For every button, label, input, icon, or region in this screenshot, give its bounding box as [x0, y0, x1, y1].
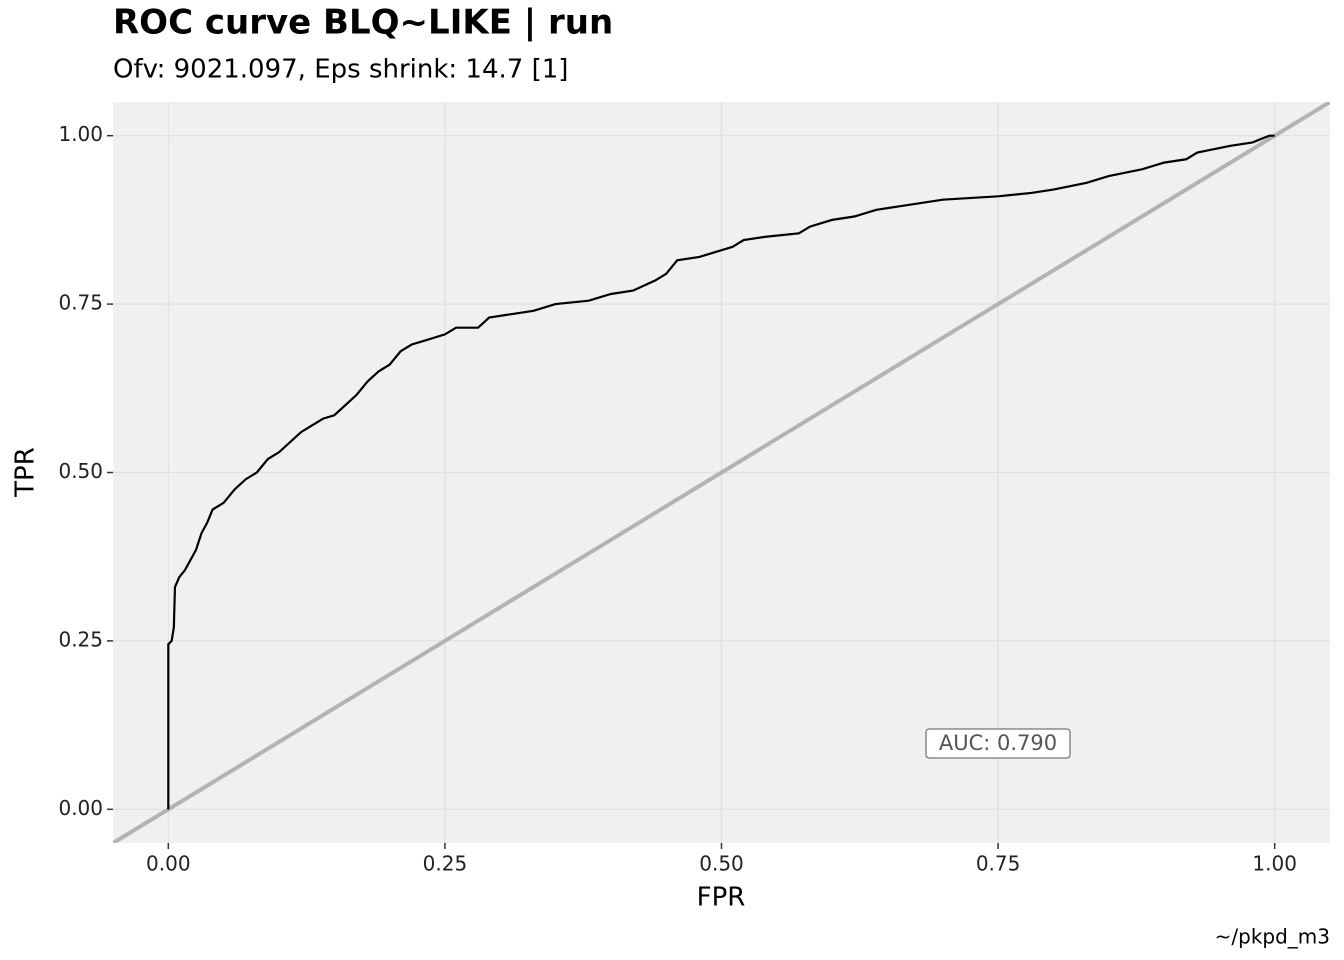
y-tick-label: 0.75 — [58, 291, 103, 315]
y-tick-label: 1.00 — [58, 122, 103, 146]
caption: ~/pkpd_m3 — [1215, 925, 1330, 949]
y-tick-label: 0.50 — [58, 459, 103, 483]
chart-subtitle: Ofv: 9021.097, Eps shrink: 14.7 [1] — [113, 55, 568, 85]
x-tick-label: 0.25 — [423, 852, 468, 876]
x-axis-label: FPR — [697, 883, 746, 913]
chart-title: ROC curve BLQ~LIKE | run — [113, 3, 613, 43]
y-tick-label: 0.25 — [58, 627, 103, 651]
annotation-box — [925, 728, 1071, 759]
y-axis-label: TPR — [11, 447, 41, 498]
annotation: AUC: 0.790 — [939, 731, 1057, 755]
x-tick-label: 1.00 — [1252, 852, 1297, 876]
x-tick-label: 0.50 — [699, 852, 744, 876]
x-tick-label: 0.00 — [146, 852, 191, 876]
x-tick-label: 0.75 — [976, 852, 1021, 876]
reference-line — [113, 102, 1330, 843]
y-tick-label: 0.00 — [58, 796, 103, 820]
roc-curve — [167, 134, 1275, 810]
plot-area — [113, 102, 1330, 843]
